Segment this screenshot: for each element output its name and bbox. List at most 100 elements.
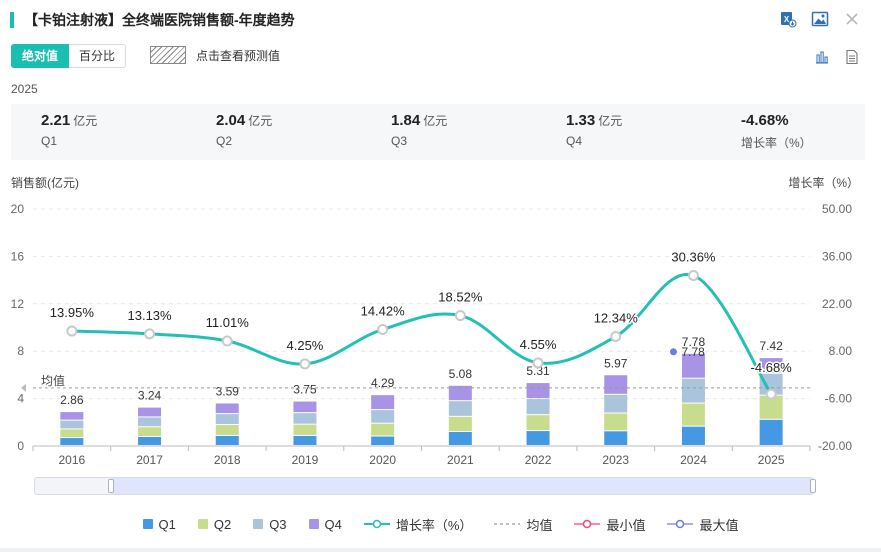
legend-item-average[interactable]: 均值 (494, 515, 552, 534)
stat-value: 1.84 (391, 112, 421, 129)
growth-rate-point (532, 357, 544, 369)
legend-item-q3[interactable]: Q3 (253, 516, 287, 532)
bar-segment-q3 (215, 414, 239, 425)
percentage-tab[interactable]: 百分比 (69, 44, 127, 68)
bar-segment-q4 (604, 375, 628, 394)
bar-total-label: 5.31 (526, 364, 550, 378)
range-slider-window[interactable] (111, 478, 813, 494)
legend-label: Q3 (269, 516, 287, 532)
panel-bottom-border (0, 548, 881, 552)
bar-segment-q1 (60, 438, 84, 445)
bar-total-label: 7.42 (759, 339, 783, 353)
legend-label: Q2 (213, 516, 232, 532)
bar-segment-q3 (371, 410, 395, 423)
legend-label: Q4 (324, 516, 342, 532)
bar-total-label: 2.86 (60, 393, 84, 407)
y2-tick-label: 36.00 (822, 249, 852, 263)
y2-axis-title: 增长率（%） (788, 176, 859, 190)
bar-segment-q1 (215, 435, 239, 445)
legend-swatch (142, 519, 153, 529)
legend-item-q2[interactable]: Q2 (197, 516, 232, 532)
sales-trend-chart: 0 4 8 12 16 20 -20.00 -6.00 8.00 22.00 36.00 50.00 2… (11, 202, 853, 467)
stat-unit: 亿元 (423, 114, 448, 128)
bar-segment-q3 (138, 417, 162, 427)
y-tick-label: 4 (17, 392, 24, 406)
chart-legend: Q1 Q2 Q3 Q4 增长率（%） 均值 (0, 513, 881, 535)
growth-rate-point (377, 323, 389, 335)
y2-tick-label: -6.00 (825, 392, 853, 406)
panel-title: 【卡铂注射液】全终端医院销售额-年度趋势 (24, 12, 295, 28)
range-slider[interactable] (34, 477, 816, 495)
legend-swatch (253, 519, 264, 529)
legend-item-max[interactable]: 最大值 (667, 515, 738, 534)
bar-chart-icon[interactable] (813, 48, 831, 66)
legend-line-growth (363, 519, 390, 529)
header-actions: X (779, 10, 861, 28)
stat-value: 2.04 (216, 112, 246, 129)
stat-label: Q3 (391, 134, 408, 148)
absolute-value-tab[interactable]: 绝对值 (11, 44, 70, 68)
stat-q3: 1.84 亿元 Q3 (391, 112, 447, 148)
selected-year: 2025 (11, 82, 38, 96)
forecast-toggle[interactable]: 点击查看预测值 (150, 46, 280, 64)
panel-header: 【卡铂注射液】全终端医院销售额-年度趋势 (10, 10, 295, 30)
growth-rate-point (454, 310, 466, 322)
x-tick-label: 2017 (136, 453, 163, 467)
y2-tick-label: -20.00 (818, 439, 852, 453)
growth-rate-point (221, 335, 233, 347)
excel-export-icon[interactable]: X (779, 10, 797, 28)
stat-label: Q2 (216, 134, 233, 148)
range-slider-right-handle[interactable] (810, 479, 816, 493)
y-tick-label: 12 (11, 297, 25, 311)
y-tick-label: 16 (11, 249, 25, 263)
growth-rate-label: 14.42% (361, 303, 406, 318)
bar-total-label: 3.59 (216, 384, 240, 398)
legend-label: 均值 (526, 517, 553, 533)
table-view-icon[interactable] (843, 48, 861, 66)
stat-label: Q1 (41, 134, 58, 148)
x-tick-label: 2023 (602, 453, 629, 467)
bar-segment-q3 (293, 413, 317, 424)
view-switcher (813, 48, 861, 66)
legend-label: 最小值 (606, 517, 646, 533)
image-export-icon[interactable] (811, 10, 829, 28)
y2-tick-label: 50.00 (822, 202, 852, 216)
max-value-label: 7.78 (681, 345, 705, 359)
bar-segment-q4 (371, 395, 395, 410)
legend-item-q4[interactable]: Q4 (308, 516, 342, 532)
bar-segment-q4 (60, 412, 84, 420)
bar-segment-q4 (293, 401, 317, 413)
legend-item-growth[interactable]: 增长率（%） (363, 515, 472, 534)
bar-segment-q1 (371, 436, 395, 445)
legend-item-q1[interactable]: Q1 (142, 517, 176, 532)
max-value-marker (669, 348, 677, 356)
svg-text:X: X (784, 15, 790, 24)
x-tick-label: 2021 (447, 453, 474, 467)
bar-segment-q4 (448, 385, 472, 401)
x-tick-label: 2019 (292, 453, 319, 467)
forecast-hatch-swatch (150, 46, 186, 64)
x-tick-label: 2024 (680, 453, 707, 467)
bar-segment-q2 (448, 416, 472, 432)
bar-segment-q3 (526, 399, 550, 415)
x-tick-label: 2018 (214, 453, 241, 467)
average-label: 均值 (41, 373, 65, 388)
bar-total-label: 3.24 (138, 389, 162, 403)
bar-total-label: 3.75 (293, 383, 317, 397)
x-tick-label: 2022 (525, 453, 552, 467)
legend-item-min[interactable]: 最小值 (574, 515, 645, 534)
stat-unit: 亿元 (73, 114, 98, 128)
y-tick-label: 0 (17, 439, 24, 453)
bar-segment-q2 (60, 429, 84, 438)
y2-tick-label: 22.00 (822, 297, 852, 311)
range-slider-left-handle[interactable] (108, 479, 114, 493)
growth-rate-label: 12.34% (594, 311, 639, 326)
bar-segment-q1 (759, 419, 783, 445)
bar-segment-q3 (759, 373, 783, 395)
x-tick-label: 2020 (369, 453, 396, 467)
bar-segment-q3 (604, 394, 628, 413)
x-tick-label: 2016 (58, 453, 85, 467)
close-icon[interactable] (843, 10, 861, 28)
y-tick-label: 8 (17, 344, 24, 358)
y-axis-title: 销售额(亿元) (11, 176, 79, 190)
